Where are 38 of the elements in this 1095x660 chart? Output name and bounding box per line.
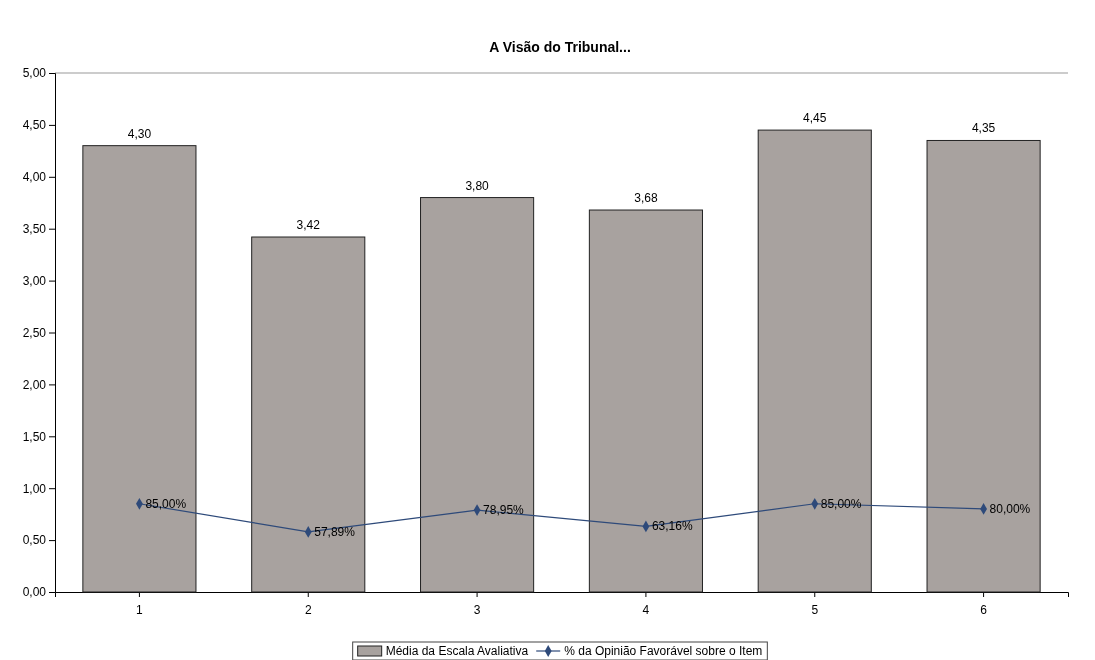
bar — [588, 209, 703, 593]
data-label: 3,80 — [465, 178, 490, 193]
x-tick-label: 4 — [642, 603, 650, 618]
x-tick-label: 5 — [811, 603, 819, 618]
data-label: 80,00% — [989, 501, 1031, 516]
y-tick-label: 1,00 — [22, 481, 47, 496]
legend-label: % da Opinião Favorável sobre o Item — [564, 644, 763, 658]
data-label: 57,89% — [314, 524, 356, 539]
y-tick-label: 0,50 — [22, 533, 47, 548]
bar — [251, 236, 366, 593]
data-label: 3,68 — [634, 191, 658, 206]
y-tick-label: 2,50 — [22, 325, 47, 340]
bar — [82, 145, 197, 593]
data-label: 63,16% — [651, 519, 693, 534]
x-tick-label: 3 — [473, 603, 481, 618]
y-tick-label: 2,00 — [22, 377, 47, 392]
bar — [926, 139, 1041, 593]
data-label: 85,00% — [145, 496, 187, 511]
bar — [420, 197, 535, 593]
x-tick-label: 1 — [136, 603, 144, 618]
data-label: 4,35 — [971, 121, 996, 136]
y-tick-label: 4,00 — [22, 170, 47, 185]
y-tick-label: 0,00 — [22, 585, 47, 600]
y-tick-label: 1,50 — [22, 429, 47, 444]
x-tick-label: 6 — [980, 603, 988, 618]
x-tick-label: 2 — [304, 603, 312, 618]
bar — [757, 129, 872, 593]
y-tick-label: 4,50 — [22, 118, 47, 133]
y-tick-label: 5,00 — [22, 66, 47, 81]
data-label: 85,00% — [820, 496, 862, 511]
legend-label: Média da Escala Avaliativa — [385, 644, 529, 658]
data-label: 4,30 — [127, 126, 152, 141]
y-tick-label: 3,50 — [22, 222, 47, 237]
y-tick-label: 3,00 — [22, 273, 47, 288]
data-label: 3,42 — [296, 218, 321, 232]
data-label: 78,95% — [483, 503, 525, 518]
data-label: 4,45 — [803, 111, 827, 126]
chart-title: A Visão do Tribunal... — [489, 39, 631, 55]
